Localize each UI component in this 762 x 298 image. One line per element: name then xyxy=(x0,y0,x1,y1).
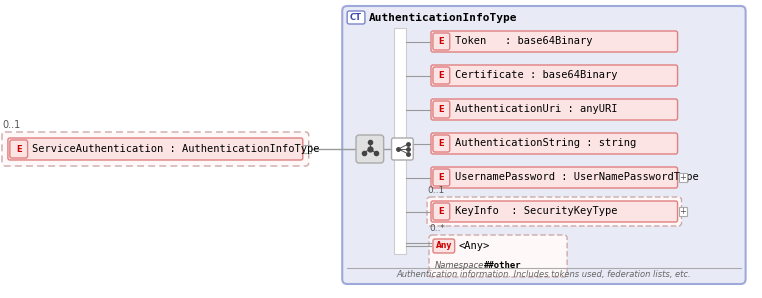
Text: E: E xyxy=(439,173,444,182)
Bar xyxy=(678,173,687,182)
Text: AuthenticationUri : anyURI: AuthenticationUri : anyURI xyxy=(455,105,617,114)
Text: CT: CT xyxy=(350,13,362,22)
FancyBboxPatch shape xyxy=(356,135,383,163)
Text: Token   : base64Binary: Token : base64Binary xyxy=(455,36,592,46)
Text: 0..*: 0..* xyxy=(429,224,445,233)
FancyBboxPatch shape xyxy=(433,101,450,118)
FancyBboxPatch shape xyxy=(433,203,450,220)
Bar xyxy=(678,207,687,216)
Text: AuthenticationInfoType: AuthenticationInfoType xyxy=(369,13,517,23)
FancyBboxPatch shape xyxy=(342,6,745,284)
Text: ServiceAuthentication : AuthenticationInfoType: ServiceAuthentication : AuthenticationIn… xyxy=(31,144,319,154)
Text: +: + xyxy=(680,173,687,182)
Bar xyxy=(393,28,406,254)
FancyBboxPatch shape xyxy=(2,132,309,166)
FancyBboxPatch shape xyxy=(431,31,677,52)
FancyBboxPatch shape xyxy=(347,11,365,24)
Bar xyxy=(303,145,311,153)
Text: E: E xyxy=(439,139,444,148)
FancyBboxPatch shape xyxy=(433,67,450,84)
FancyBboxPatch shape xyxy=(431,99,677,120)
FancyBboxPatch shape xyxy=(433,135,450,152)
Text: E: E xyxy=(439,71,444,80)
Text: E: E xyxy=(16,145,21,153)
FancyBboxPatch shape xyxy=(10,140,27,158)
FancyBboxPatch shape xyxy=(431,65,677,86)
FancyBboxPatch shape xyxy=(431,133,677,154)
Text: Certificate : base64Binary: Certificate : base64Binary xyxy=(455,71,617,80)
FancyBboxPatch shape xyxy=(427,197,681,226)
FancyBboxPatch shape xyxy=(8,138,303,160)
Text: E: E xyxy=(439,37,444,46)
Text: Namespace: Namespace xyxy=(435,260,484,269)
FancyBboxPatch shape xyxy=(433,239,455,253)
FancyBboxPatch shape xyxy=(429,235,567,277)
FancyBboxPatch shape xyxy=(433,33,450,50)
Text: <Any>: <Any> xyxy=(459,241,490,251)
Text: +: + xyxy=(680,207,687,216)
Text: Authentication information. Includes tokens used, federation lists, etc.: Authentication information. Includes tok… xyxy=(396,270,691,279)
Text: UsernamePassword : UserNamePasswordType: UsernamePassword : UserNamePasswordType xyxy=(455,173,699,182)
Text: 0..1: 0..1 xyxy=(2,120,21,130)
Text: E: E xyxy=(439,207,444,216)
Text: KeyInfo  : SecurityKeyType: KeyInfo : SecurityKeyType xyxy=(455,207,617,217)
Text: E: E xyxy=(439,105,444,114)
Text: AuthenticationString : string: AuthenticationString : string xyxy=(455,139,636,148)
Text: 0..1: 0..1 xyxy=(427,186,444,195)
FancyBboxPatch shape xyxy=(433,169,450,186)
FancyBboxPatch shape xyxy=(431,201,677,222)
FancyBboxPatch shape xyxy=(392,138,413,160)
FancyBboxPatch shape xyxy=(431,167,677,188)
Text: Any: Any xyxy=(436,241,452,251)
Text: ##other: ##other xyxy=(484,260,522,269)
